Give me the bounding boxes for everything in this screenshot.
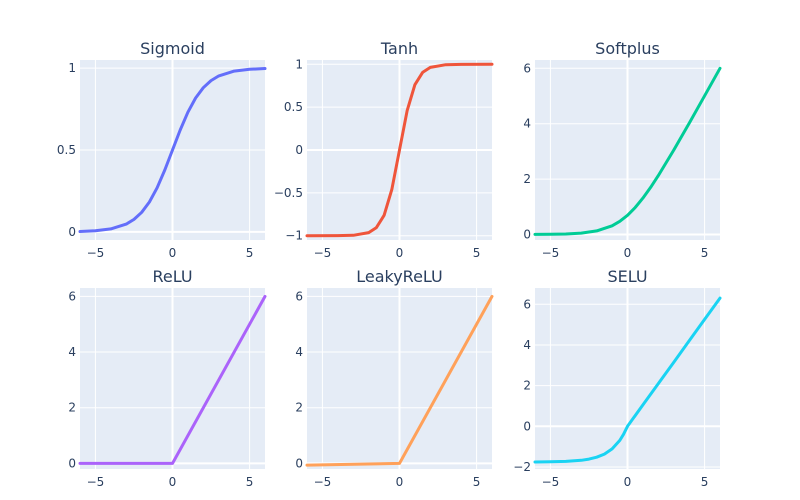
x-tick-label: 5 (701, 246, 709, 260)
x-tick-label: 0 (396, 475, 404, 489)
y-tick-label: 4 (295, 345, 303, 359)
x-tick-label: 0 (396, 246, 404, 260)
subplot-5: −5 0 5 −2 0 2 4 6 SELU (513, 267, 722, 489)
chart-title: ReLU (152, 267, 192, 286)
subplot-0: −5 0 5 0 0.5 1 Sigmoid (57, 39, 267, 260)
y-tick-label: 2 (523, 379, 531, 393)
x-tick-label: −5 (87, 246, 105, 260)
chart-title: Tanh (380, 39, 418, 58)
series-line (305, 294, 494, 467)
chart-title: SELU (607, 267, 647, 286)
x-tick-label: 0 (169, 475, 177, 489)
x-tick-label: −5 (87, 475, 105, 489)
y-tick-label: −1 (285, 229, 303, 243)
y-tick-label: 6 (68, 289, 76, 303)
y-tick-label: 0.5 (57, 143, 76, 157)
x-tick-label: 5 (701, 475, 709, 489)
y-tick-label: 4 (523, 117, 531, 131)
x-tick-label: 5 (246, 246, 254, 260)
series-line (533, 296, 722, 464)
y-tick-label: 6 (523, 297, 531, 311)
y-tick-label: 4 (523, 338, 531, 352)
y-tick-label: 2 (68, 401, 76, 415)
y-tick-label: −0.5 (274, 186, 303, 200)
y-tick-label: 6 (295, 289, 303, 303)
series-line (78, 294, 267, 465)
y-tick-label: 2 (295, 401, 303, 415)
subplot-2: −5 0 5 0 2 4 6 Softplus (523, 39, 722, 260)
x-tick-label: 5 (473, 246, 481, 260)
x-tick-label: 5 (246, 475, 254, 489)
x-tick-label: 0 (624, 475, 632, 489)
x-tick-label: −5 (314, 246, 332, 260)
y-tick-label: 0 (295, 143, 303, 157)
series-line (305, 62, 494, 238)
y-tick-label: 6 (523, 61, 531, 75)
y-tick-label: 0 (295, 456, 303, 470)
y-tick-label: 0 (523, 227, 531, 241)
x-tick-label: 5 (473, 475, 481, 489)
y-tick-label: 1 (68, 61, 76, 75)
subplot-3: −5 0 5 0 2 4 6 ReLU (68, 267, 267, 489)
x-tick-label: 0 (169, 246, 177, 260)
chart-title: Sigmoid (140, 39, 205, 58)
x-tick-label: −5 (542, 475, 560, 489)
series-line (78, 67, 267, 233)
y-tick-label: 0 (68, 225, 76, 239)
y-tick-label: 0 (68, 456, 76, 470)
series-line (533, 66, 722, 236)
chart-title: Softplus (595, 39, 660, 58)
y-tick-label: 0 (523, 419, 531, 433)
x-tick-label: 0 (624, 246, 632, 260)
subplot-4: −5 0 5 0 2 4 6 LeakyReLU (295, 267, 494, 489)
y-tick-label: 0.5 (284, 100, 303, 114)
x-tick-label: −5 (542, 246, 560, 260)
x-tick-label: −5 (314, 475, 332, 489)
y-tick-label: −2 (513, 460, 531, 474)
subplot-1: −5 0 5 −1 −0.5 0 0.5 1 Tanh (274, 39, 494, 260)
y-tick-label: 2 (523, 172, 531, 186)
y-tick-label: 4 (68, 345, 76, 359)
y-tick-label: 1 (295, 57, 303, 71)
chart-title: LeakyReLU (356, 267, 443, 286)
